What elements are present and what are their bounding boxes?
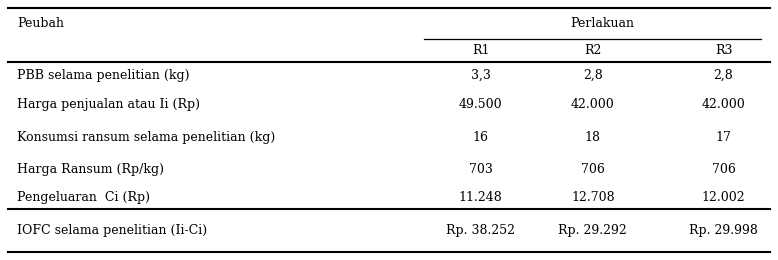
Text: Rp. 38.252: Rp. 38.252 [447, 224, 515, 237]
Text: 703: 703 [469, 163, 492, 176]
Text: Harga penjualan atau Ii (Rp): Harga penjualan atau Ii (Rp) [17, 98, 200, 111]
Text: 16: 16 [473, 131, 489, 144]
Text: 18: 18 [585, 131, 601, 144]
Text: R3: R3 [715, 44, 732, 57]
Text: 3,3: 3,3 [471, 69, 491, 82]
Text: R1: R1 [472, 44, 489, 57]
Text: IOFC selama penelitian (Ii-Ci): IOFC selama penelitian (Ii-Ci) [17, 224, 207, 237]
Text: Konsumsi ransum selama penelitian (kg): Konsumsi ransum selama penelitian (kg) [17, 131, 275, 144]
Text: 706: 706 [712, 163, 735, 176]
Text: 11.248: 11.248 [459, 191, 503, 204]
Text: Rp. 29.292: Rp. 29.292 [559, 224, 627, 237]
Text: Rp. 29.998: Rp. 29.998 [689, 224, 758, 237]
Text: PBB selama penelitian (kg): PBB selama penelitian (kg) [17, 69, 190, 82]
Text: R2: R2 [584, 44, 601, 57]
Text: Peubah: Peubah [17, 17, 64, 30]
Text: 2,8: 2,8 [713, 69, 734, 82]
Text: Pengeluaran  Ci (Rp): Pengeluaran Ci (Rp) [17, 191, 150, 204]
Text: 12.002: 12.002 [702, 191, 745, 204]
Text: 49.500: 49.500 [459, 98, 503, 111]
Text: Perlakuan: Perlakuan [570, 17, 634, 30]
Text: 706: 706 [581, 163, 605, 176]
Text: 42.000: 42.000 [702, 98, 745, 111]
Text: 12.708: 12.708 [571, 191, 615, 204]
Text: 2,8: 2,8 [583, 69, 603, 82]
Text: Harga Ransum (Rp/kg): Harga Ransum (Rp/kg) [17, 163, 164, 176]
Text: 17: 17 [716, 131, 731, 144]
Text: 42.000: 42.000 [571, 98, 615, 111]
